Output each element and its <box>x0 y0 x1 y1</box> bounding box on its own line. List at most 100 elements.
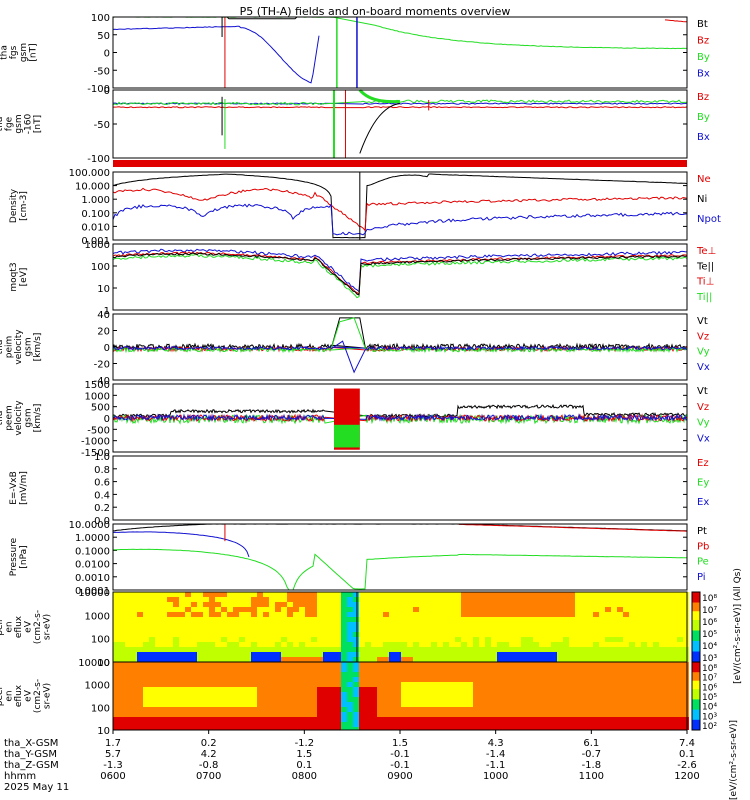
spectro-cell <box>563 712 569 717</box>
spectro-cell <box>443 712 449 717</box>
spectro-cell <box>413 652 419 657</box>
spectro-cell <box>461 702 467 707</box>
spectro-cell <box>431 617 437 622</box>
spectro-cell <box>497 707 503 712</box>
spectro-cell <box>611 632 617 637</box>
colorbar-cell <box>692 604 700 607</box>
spectro-cell <box>443 657 449 662</box>
spectro-cell <box>233 617 239 622</box>
spectro-cell <box>167 657 173 662</box>
spectro-cell <box>377 687 383 692</box>
spectro-cell <box>221 672 227 677</box>
spectro-cell <box>611 692 617 697</box>
spectro-cell <box>485 647 491 652</box>
spectro-cell <box>569 622 575 627</box>
spectro-cell <box>341 692 347 697</box>
spectro-cell <box>455 697 461 702</box>
spectro-cell <box>257 672 263 677</box>
spectro-cell <box>509 707 515 712</box>
spectro-cell <box>473 612 479 617</box>
ylabel-line: eV <box>24 689 34 702</box>
spectro-cell <box>503 717 509 722</box>
spectro-cell <box>629 657 635 662</box>
spectro-cell <box>305 662 311 667</box>
spectro-cell <box>647 672 653 677</box>
ylabel-line: fge <box>5 116 15 131</box>
spectro-cell <box>665 687 671 692</box>
spectro-cell <box>551 687 557 692</box>
spectro-cell <box>467 672 473 677</box>
spectro-cell <box>245 617 251 622</box>
spectro-cell <box>455 672 461 677</box>
spectro-cell <box>119 727 125 730</box>
spectro-cell <box>173 657 179 662</box>
spectro-cell <box>653 692 659 697</box>
spectro-cell <box>143 652 149 657</box>
spectro-cell <box>575 647 581 652</box>
spectro-cell <box>233 602 239 607</box>
spectro-cell <box>281 622 287 627</box>
spectro-cell <box>635 617 641 622</box>
spectro-cell <box>317 617 323 622</box>
spectro-cell <box>623 677 629 682</box>
spectro-cell <box>215 592 221 597</box>
xtick-label: 4.2 <box>201 749 217 760</box>
spectro-cell <box>263 617 269 622</box>
spectro-cell <box>245 657 251 662</box>
spectro-cell <box>287 602 293 607</box>
spectro-cell <box>671 667 677 672</box>
spectro-cell <box>197 697 203 702</box>
spectro-cell <box>467 722 473 727</box>
spectro-cell <box>503 627 509 632</box>
xtick-label: -0.8 <box>199 760 219 771</box>
spectro-cell <box>683 602 689 607</box>
spectro-cell <box>329 652 335 657</box>
spectro-cell <box>155 677 161 682</box>
spectro-cell <box>497 712 503 717</box>
spectro-cell <box>383 687 389 692</box>
spectro-cell <box>587 612 593 617</box>
spectro-cell <box>269 712 275 717</box>
spectro-cell <box>641 687 647 692</box>
spectro-cell <box>179 647 185 652</box>
spectro-cell <box>575 597 581 602</box>
spectro-cell <box>623 637 629 642</box>
spectro-cell <box>575 672 581 677</box>
spectro-cell <box>389 622 395 627</box>
spectro-cell <box>389 647 395 652</box>
spectro-cell <box>455 727 461 730</box>
spectro-cell <box>143 662 149 667</box>
spectro-cell <box>629 632 635 637</box>
spectro-cell <box>665 662 671 667</box>
ytick-label: 0 <box>104 86 110 97</box>
spectro-cell <box>419 652 425 657</box>
spectro-cell <box>401 707 407 712</box>
spectro-cell <box>311 627 317 632</box>
spectro-cell <box>527 607 533 612</box>
spectro-cell <box>257 622 263 627</box>
spectro-cell <box>161 712 167 717</box>
spectro-cell <box>587 702 593 707</box>
spectro-cell <box>515 617 521 622</box>
spectro-cell <box>569 712 575 717</box>
spectro-cell <box>149 607 155 612</box>
spectro-cell <box>551 682 557 687</box>
spectro-cell <box>503 617 509 622</box>
colorbar-cell <box>692 672 700 675</box>
spectro-cell <box>377 627 383 632</box>
spectro-cell <box>539 717 545 722</box>
spectro-cell <box>653 657 659 662</box>
spectro-cell <box>161 667 167 672</box>
spectro-cell <box>299 687 305 692</box>
spectro-cell <box>227 612 233 617</box>
spectro-cell <box>293 647 299 652</box>
spectro-cell <box>467 647 473 652</box>
spectro-cell <box>431 612 437 617</box>
spectro-cell <box>449 607 455 612</box>
spectro-cell <box>395 637 401 642</box>
spectro-cell <box>557 692 563 697</box>
spectro-cell <box>623 647 629 652</box>
spectro-cell <box>617 702 623 707</box>
spectro-cell <box>503 677 509 682</box>
spectro-cell <box>119 622 125 627</box>
